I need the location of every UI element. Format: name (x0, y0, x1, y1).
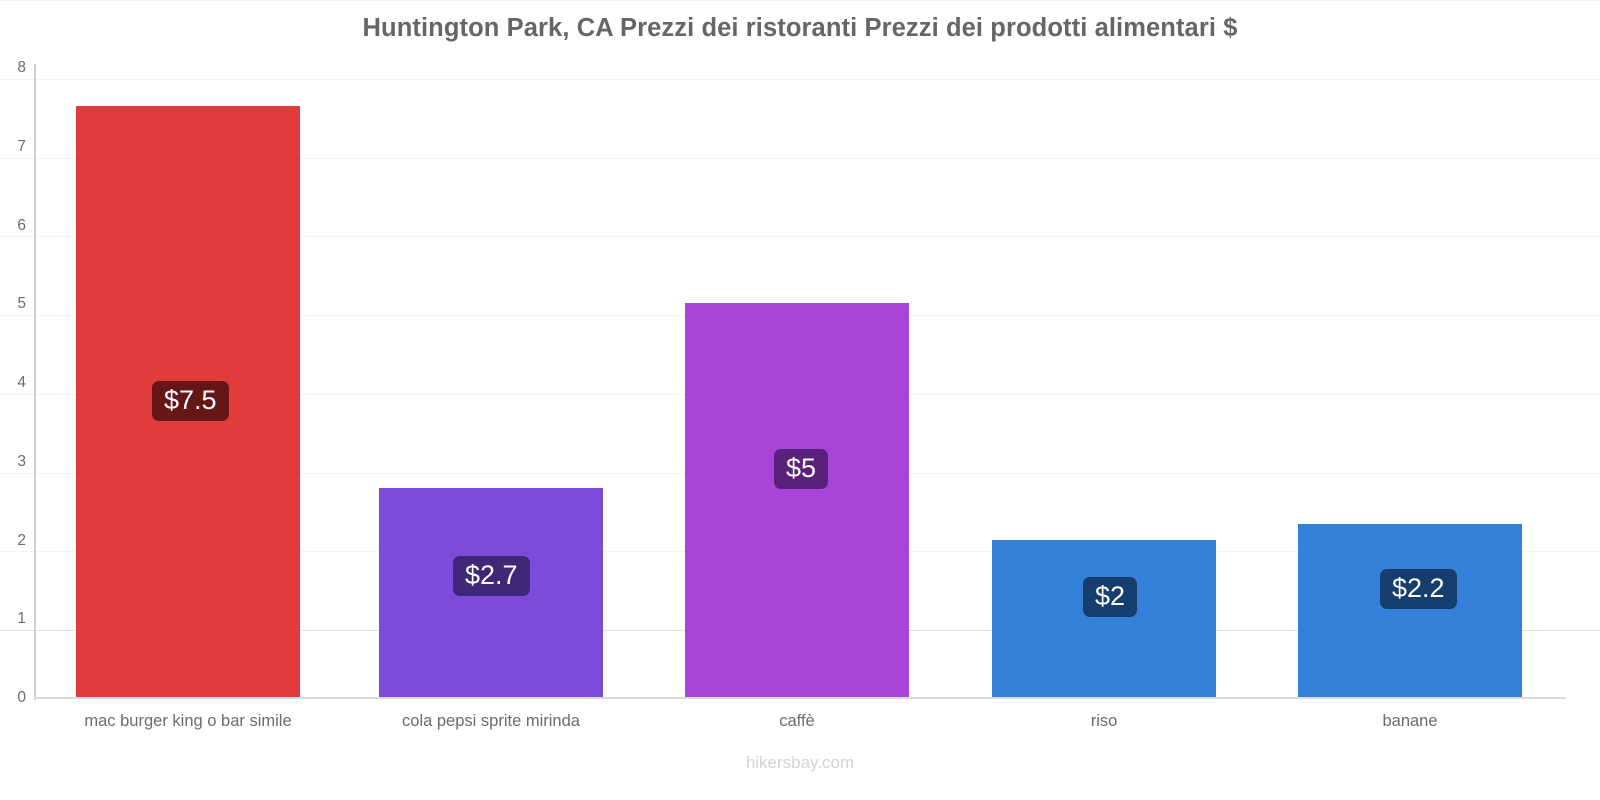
y-tick-7: 7 (17, 137, 26, 155)
y-tick-5: 5 (17, 295, 26, 313)
bar-label-3: $2 (1083, 576, 1138, 617)
x-axis-line (34, 697, 1566, 699)
x-tick-label-1: cola pepsi sprite mirinda (402, 712, 580, 730)
y-tick-4: 4 (17, 374, 26, 391)
bar-riso[interactable]: $2 (992, 539, 1216, 697)
y-tick-8: 8 (17, 59, 26, 76)
bar-label-4: $2.2 (1380, 568, 1457, 609)
x-tick-label-3: riso (1090, 712, 1118, 730)
y-tick-0: 0 (17, 689, 26, 706)
y-tick-6: 6 (17, 216, 26, 234)
bar-caffe[interactable]: $5 (685, 303, 909, 697)
plot-area: $7.5 $2.7 $5 $2 $2.2 (34, 67, 1566, 697)
y-tick-2: 2 (17, 531, 26, 549)
y-tick-3: 3 (17, 452, 26, 470)
gridline-8 (0, 0, 1600, 1)
gridline-6 (0, 157, 1600, 159)
y-axis-line (34, 64, 36, 700)
gridline-5 (0, 236, 1600, 238)
y-tick-1: 1 (17, 610, 26, 628)
bar-banane[interactable]: $2.2 (1298, 523, 1522, 697)
x-tick-label-0: mac burger king o bar simile (84, 712, 292, 730)
bar-cola-pepsi-sprite-mirinda[interactable]: $2.7 (379, 488, 603, 697)
bar-label-2: $5 (774, 449, 829, 490)
chart-title: Huntington Park, CA Prezzi dei ristorant… (362, 14, 1238, 42)
bar-label-1: $2.7 (453, 556, 530, 597)
bar-label-0: $7.5 (152, 381, 229, 422)
footer-credit: hikersbay.com (745, 753, 855, 772)
x-tick-label-2: caffè (779, 712, 815, 730)
bar-mac-burger-king-o-bar-simile[interactable]: $7.5 (76, 106, 300, 697)
gridline-7 (0, 78, 1600, 80)
x-tick-label-4: banane (1382, 712, 1438, 730)
